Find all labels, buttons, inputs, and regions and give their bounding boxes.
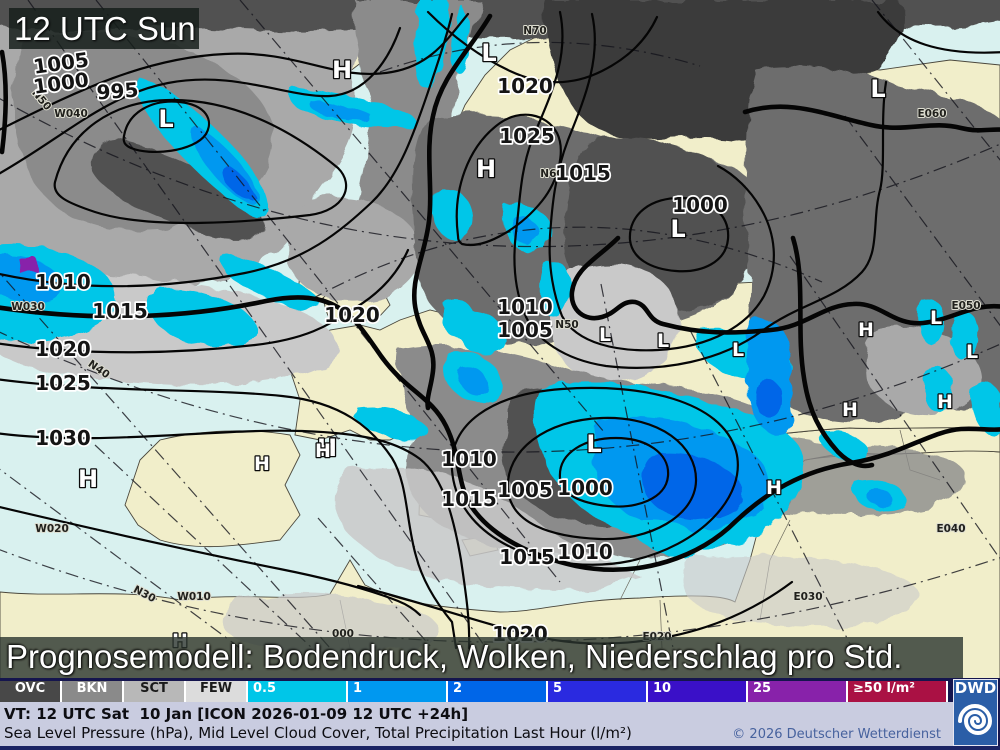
pressure-center-symbol: L <box>481 39 496 67</box>
legend-precip-2: 2 <box>448 681 548 702</box>
legend-cloud-SCT: SCT <box>124 681 186 702</box>
graticule-label: N70 <box>523 25 546 37</box>
pressure-center-symbol: L <box>599 324 611 346</box>
land-iberia <box>124 430 301 548</box>
pressure-value-label: 1010 <box>557 540 613 564</box>
pressure-center-symbol: L <box>732 339 744 361</box>
graticule-label: N60 <box>540 168 563 180</box>
dwd-logo-text: DWD <box>954 679 997 697</box>
dwd-logo: DWD <box>953 679 998 746</box>
legend-cloud-FEW: FEW <box>186 681 248 702</box>
legend-precip-5: 5 <box>548 681 648 702</box>
pressure-center-symbol: H <box>254 453 270 475</box>
pressure-value-label: 1005 <box>497 478 553 502</box>
graticule-label: W030 <box>11 301 45 313</box>
pressure-value-label: 1025 <box>499 124 555 148</box>
legend-precip-10: 10 <box>648 681 748 702</box>
pressure-value-label: 1015 <box>499 545 555 569</box>
pressure-value-label: 1000 <box>557 476 613 500</box>
pressure-value-label: 1015 <box>441 487 497 511</box>
legend-precip-1: 1 <box>348 681 448 702</box>
valid-time-label: 12 UTC Sun <box>14 10 196 47</box>
parameter-description: Sea Level Pressure (hPa), Mid Level Clou… <box>4 724 632 742</box>
precipitation-legend: 0.5 1 2 5 10 25 ≥50 l/m² <box>248 681 948 702</box>
isobar-lines <box>0 10 1000 650</box>
valid-time-line: VT: 12 UTC Sat 10 Jan [ICON 2026-01-09 1… <box>4 705 469 723</box>
pressure-center-symbol: H <box>937 391 953 413</box>
legend-bar: OVC BKN SCT FEW 0.5 1 2 5 10 25 ≥50 l/m² <box>0 678 953 702</box>
pressure-value-label: 1020 <box>324 303 380 327</box>
pressure-value-label: 1020 <box>497 74 553 98</box>
bottom-border <box>0 746 1000 750</box>
legend-cloud-OVC: OVC <box>0 681 62 702</box>
pressure-center-symbol: H <box>858 319 874 341</box>
pressure-value-label: 1015 <box>92 299 148 323</box>
pressure-center-symbol: H <box>766 477 782 499</box>
pressure-center-symbol: L <box>670 215 685 243</box>
pressure-center-symbol: L <box>930 307 942 329</box>
pressure-center-symbol: L <box>158 105 173 133</box>
pressure-center-symbol: H <box>317 434 337 462</box>
pressure-center-symbol: H <box>842 399 858 421</box>
pressure-center-symbol: H <box>78 465 98 493</box>
valid-time-overlay: 12 UTC Sun <box>9 8 199 49</box>
pressure-value-label: 1015 <box>555 161 611 185</box>
pressure-center-symbol: L <box>966 341 978 363</box>
graticule-label: E060 <box>917 108 946 120</box>
pressure-center-symbol: L <box>657 330 669 352</box>
graticule-label: E040 <box>936 523 965 535</box>
map-title-label: Prognosemodell: Bodendruck, Wolken, Nied… <box>6 638 903 675</box>
footer: VT: 12 UTC Sat 10 Jan [ICON 2026-01-09 1… <box>0 702 953 746</box>
dwd-spiral-icon <box>958 704 993 735</box>
pressure-center-symbol: H <box>332 56 352 84</box>
pressure-value-label: 1030 <box>35 426 91 450</box>
graticule-labels: W040W030W020W010000E020E030E040E050E060N… <box>10 24 981 644</box>
pressure-value-label: 1020 <box>35 337 91 361</box>
legend-precip-25: 25 <box>748 681 848 702</box>
graticule-label: W040 <box>54 108 88 120</box>
graticule-label: E050 <box>951 300 980 312</box>
pressure-center-symbol: L <box>870 75 885 103</box>
weather-map: W040W030W020W010000E020E030E040E050E060N… <box>0 0 1000 678</box>
pressure-value-label: 1010 <box>497 295 553 319</box>
pressure-value-label: 995 <box>96 78 139 105</box>
cloud-cover-legend: OVC BKN SCT FEW <box>0 681 248 702</box>
pressure-value-label: 1005 <box>497 318 553 342</box>
legend-cloud-BKN: BKN <box>62 681 124 702</box>
pressure-center-symbol: L <box>586 430 601 458</box>
pressure-value-label: 1025 <box>35 371 91 395</box>
pressure-value-label: 1010 <box>35 270 91 294</box>
pressure-center-symbol: H <box>476 155 496 183</box>
graticule-label: W010 <box>177 591 211 603</box>
legend-precip-≥50 l/m²: ≥50 l/m² <box>848 681 948 702</box>
legend-precip-0.5: 0.5 <box>248 681 348 702</box>
map-title-overlay: Prognosemodell: Bodendruck, Wolken, Nied… <box>0 637 963 678</box>
graticule-label: E030 <box>793 591 822 603</box>
pressure-center-symbol: H <box>315 440 331 462</box>
pressure-value-label: 1010 <box>441 447 497 471</box>
graticule-label: W020 <box>35 523 69 535</box>
high-low-symbols: LLLLLLLLLLHHHHHHHHHHH <box>77 38 980 654</box>
copyright-notice: © 2026 Deutscher Wetterdienst <box>732 727 941 742</box>
weather-map-canvas: W040W030W020W010000E020E030E040E050E060N… <box>0 0 1000 678</box>
pressure-value-label: 1000 <box>672 193 728 217</box>
graticule-label: N50 <box>555 319 578 331</box>
